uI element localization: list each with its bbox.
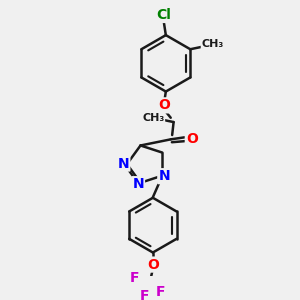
Text: O: O (147, 258, 159, 272)
Text: F: F (156, 285, 165, 299)
Text: F: F (140, 289, 149, 300)
Text: CH₃: CH₃ (142, 113, 164, 123)
Text: CH₃: CH₃ (202, 39, 224, 49)
Text: O: O (159, 98, 171, 112)
Text: F: F (130, 271, 139, 285)
Text: N: N (118, 157, 129, 170)
Text: N: N (132, 177, 144, 191)
Text: N: N (158, 169, 170, 183)
Text: Cl: Cl (156, 8, 171, 22)
Text: O: O (186, 132, 198, 146)
